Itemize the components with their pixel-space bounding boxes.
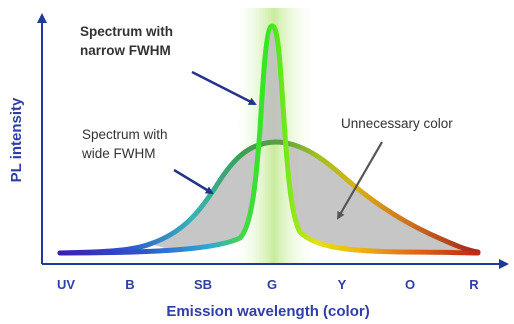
x-tick-label: SB	[194, 277, 212, 292]
wide-fwhm-spectrum-curve	[57, 139, 481, 256]
narrow-fwhm-spectrum-curve	[57, 23, 481, 256]
narrow-fwhm-pointer-arrow	[191, 70, 257, 106]
unnecessary-color-label: Unnecessary color	[341, 116, 453, 131]
unnecessary-color-pointer-arrow	[336, 141, 383, 220]
narrow-fwhm-label-line1: Spectrum with	[80, 24, 173, 39]
x-tick-label: Y	[338, 277, 347, 292]
x-tick-label: UV	[57, 277, 75, 292]
x-tick-label: O	[405, 277, 415, 292]
x-tick-label: R	[469, 277, 479, 292]
wide-fwhm-label-line2: wide FWHM	[81, 146, 156, 161]
wide-fwhm-pointer-arrow	[173, 168, 214, 195]
x-tick-labels: UV B SB G Y O R	[57, 277, 479, 292]
wide-fwhm-label-line1: Spectrum with	[82, 127, 168, 142]
x-tick-label: G	[267, 277, 277, 292]
x-axis-title: Emission wavelength (color)	[166, 303, 369, 320]
y-axis-title: PL intensity	[8, 97, 25, 182]
x-tick-label: B	[125, 277, 134, 292]
unnecessary-color-area	[150, 25, 470, 253]
narrow-fwhm-label-line2: narrow FWHM	[80, 43, 171, 58]
